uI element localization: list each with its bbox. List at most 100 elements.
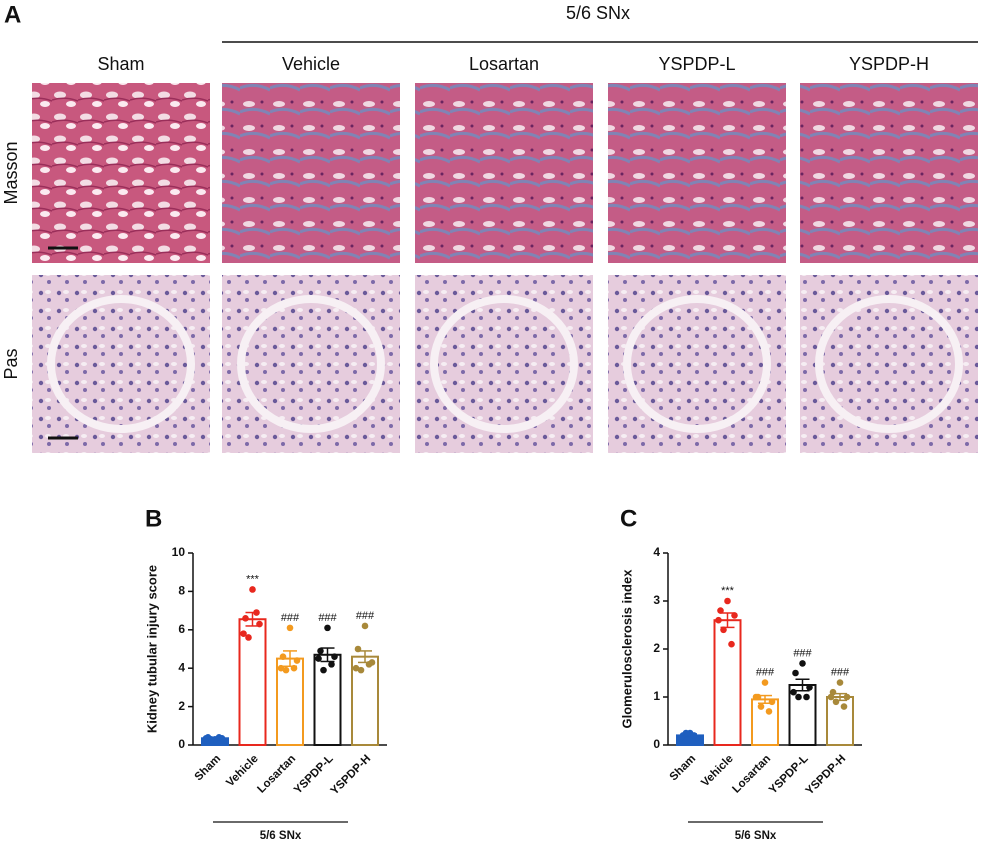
glomerulus [430, 295, 578, 433]
x-tick-label: Vehicle [699, 753, 736, 790]
data-point [761, 679, 769, 686]
y-tick-label: 0 [653, 737, 660, 751]
significance-label: ### [793, 647, 812, 659]
significance-label: ### [318, 612, 337, 624]
y-tick-label: 1 [653, 689, 660, 703]
x-tick-label: Sham [193, 753, 224, 784]
bar [826, 696, 854, 746]
y-tick-label: 8 [178, 584, 185, 598]
bar [276, 657, 304, 746]
data-point [242, 614, 249, 622]
data-point [795, 693, 802, 701]
y-tick-label: 4 [178, 660, 185, 674]
data-point [792, 669, 799, 677]
data-point [365, 661, 373, 668]
data-point [240, 630, 247, 637]
data-point [843, 693, 851, 701]
histology-image [32, 83, 210, 263]
data-point [357, 666, 365, 674]
bar [751, 698, 779, 747]
group-label: 5/6 SNx [260, 830, 302, 842]
data-point [832, 698, 840, 706]
glomerulus [815, 295, 963, 433]
y-axis-label: Glomerulosclerosis index [619, 569, 634, 729]
y-tick-label: 0 [178, 737, 185, 751]
data-point [715, 616, 722, 624]
data-point [757, 703, 765, 710]
glomerulus [623, 295, 771, 433]
data-point [282, 666, 290, 674]
bar [238, 618, 267, 746]
data-point [361, 622, 369, 630]
data-point [720, 626, 727, 634]
data-point [286, 624, 294, 632]
histology-image [415, 83, 593, 263]
histology-image [222, 275, 400, 453]
data-point [317, 647, 324, 655]
data-point [803, 693, 810, 701]
histology-image [608, 83, 786, 263]
data-point [752, 693, 760, 701]
data-point [354, 645, 362, 653]
data-point [790, 688, 797, 696]
histology-image [32, 275, 210, 453]
bar [351, 655, 379, 746]
column-header: Losartan [469, 54, 539, 74]
group-label: 5/6 SNx [566, 3, 630, 23]
panel-label: B [145, 505, 162, 532]
data-point [690, 732, 698, 739]
glomerulus [47, 295, 195, 433]
data-point [256, 620, 263, 628]
y-tick-label: 10 [172, 545, 186, 559]
data-point [799, 660, 806, 667]
significance-label: ### [831, 667, 850, 679]
y-axis-label: Kidney tubular injury score [144, 565, 159, 733]
x-tick-label: Sham [668, 753, 699, 784]
column-header: YSPDP-L [658, 54, 735, 74]
significance-label: ### [281, 612, 300, 624]
histology-image [800, 275, 978, 453]
data-point [352, 664, 360, 672]
bar [313, 653, 342, 747]
panel-label: A [4, 1, 21, 28]
glomerulus [237, 295, 385, 433]
data-point [320, 666, 327, 674]
data-point [331, 653, 338, 660]
data-point [249, 586, 256, 593]
data-point [724, 597, 731, 605]
data-point [245, 634, 252, 641]
data-point [279, 653, 287, 660]
panel-label: C [620, 505, 637, 532]
group-label: 5/6 SNx [735, 830, 777, 842]
row-label: Pas [1, 348, 21, 379]
data-point [840, 703, 848, 710]
bar [713, 619, 742, 747]
data-point [293, 657, 301, 664]
y-tick-label: 3 [653, 593, 660, 607]
x-tick-label: YSPDP-H [804, 753, 849, 798]
y-tick-label: 2 [178, 699, 185, 713]
y-tick-label: 4 [653, 545, 660, 559]
image-grid: Sham Vehicle Losartan YSPDP-L YSPDP-H Masson P… [1, 54, 978, 453]
histology-image [222, 83, 400, 263]
histology-image [608, 275, 786, 453]
data-point [768, 698, 776, 706]
data-point [728, 640, 735, 648]
data-point [277, 664, 285, 672]
data-point [765, 708, 773, 715]
data-point [290, 664, 298, 672]
data-point [677, 734, 685, 742]
histology-image [800, 83, 978, 263]
data-point [682, 729, 690, 737]
data-point [202, 734, 210, 742]
significance-label: *** [246, 573, 260, 585]
data-point [731, 612, 738, 619]
column-header: Sham [97, 54, 144, 74]
significance-label: ### [756, 667, 775, 679]
data-point [315, 655, 322, 662]
significance-label: *** [721, 585, 735, 597]
data-point [215, 734, 223, 741]
data-point [207, 735, 215, 743]
